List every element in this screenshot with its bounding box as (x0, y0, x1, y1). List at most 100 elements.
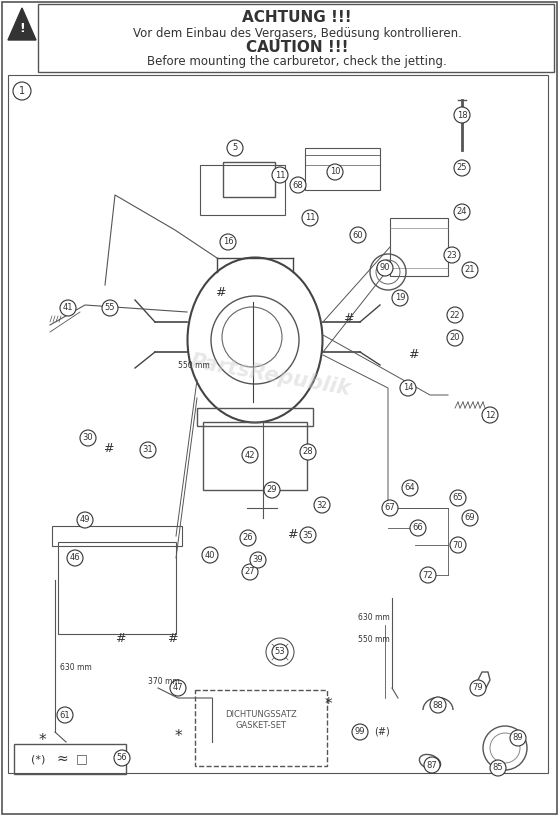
Circle shape (454, 107, 470, 123)
Text: #: # (103, 441, 113, 455)
Text: 69: 69 (465, 513, 475, 522)
Text: □: □ (76, 752, 88, 765)
Circle shape (447, 330, 463, 346)
Text: 42: 42 (245, 450, 255, 459)
Circle shape (424, 757, 440, 773)
Circle shape (102, 300, 118, 316)
Bar (38, 4, 554, 72)
Bar (14, 744, 126, 774)
Circle shape (80, 430, 96, 446)
Circle shape (470, 680, 486, 696)
Text: 23: 23 (447, 251, 457, 259)
Circle shape (400, 380, 416, 396)
Text: 32: 32 (317, 500, 328, 509)
Text: 67: 67 (385, 503, 395, 512)
Text: 35: 35 (302, 530, 313, 539)
Circle shape (430, 697, 446, 713)
Circle shape (170, 680, 186, 696)
Circle shape (454, 204, 470, 220)
Circle shape (250, 552, 266, 568)
Text: 39: 39 (253, 556, 263, 565)
Circle shape (377, 260, 393, 276)
Circle shape (392, 290, 408, 306)
Circle shape (314, 497, 330, 513)
Circle shape (302, 210, 318, 226)
Text: 550 mm: 550 mm (358, 636, 390, 645)
Text: #: # (215, 286, 225, 299)
Text: 70: 70 (453, 540, 463, 549)
Text: #: # (167, 632, 177, 645)
Circle shape (462, 510, 478, 526)
Circle shape (462, 262, 478, 278)
Circle shape (290, 177, 306, 193)
Circle shape (264, 482, 280, 498)
Text: Before mounting the carburetor, check the jetting.: Before mounting the carburetor, check th… (147, 55, 447, 69)
Text: 47: 47 (173, 684, 183, 693)
Text: 19: 19 (395, 294, 405, 303)
Text: DICHTUNGSSATZ
GASKET-SET: DICHTUNGSSATZ GASKET-SET (225, 710, 297, 730)
Bar (305, 148, 380, 190)
Text: 29: 29 (267, 486, 277, 494)
Circle shape (444, 247, 460, 263)
Circle shape (300, 527, 316, 543)
Text: 28: 28 (302, 447, 313, 456)
Text: 72: 72 (423, 570, 433, 579)
Text: 31: 31 (143, 446, 153, 455)
Text: Vor dem Einbau des Vergasers, Bedüsung kontrollieren.: Vor dem Einbau des Vergasers, Bedüsung k… (132, 28, 461, 41)
Text: 11: 11 (275, 171, 285, 180)
Text: 90: 90 (380, 264, 390, 273)
Circle shape (382, 500, 398, 516)
Circle shape (140, 442, 156, 458)
Circle shape (350, 227, 366, 243)
Text: 370 mm: 370 mm (148, 677, 180, 686)
Text: 630 mm: 630 mm (358, 614, 390, 623)
Text: 14: 14 (402, 384, 413, 392)
Circle shape (242, 564, 258, 580)
Circle shape (490, 760, 506, 776)
Text: 55: 55 (105, 304, 115, 313)
Circle shape (300, 444, 316, 460)
Text: 27: 27 (245, 567, 255, 576)
Text: 61: 61 (60, 711, 70, 720)
Polygon shape (8, 8, 36, 40)
Circle shape (227, 140, 243, 156)
Circle shape (454, 160, 470, 176)
Text: 40: 40 (205, 551, 215, 560)
Circle shape (352, 724, 368, 740)
Circle shape (67, 550, 83, 566)
Bar (390, 218, 448, 276)
Text: 1: 1 (19, 86, 25, 96)
Text: 21: 21 (465, 265, 475, 274)
Text: 18: 18 (457, 110, 467, 119)
Text: ≈: ≈ (56, 752, 68, 766)
Circle shape (60, 300, 76, 316)
Text: *: * (324, 698, 332, 712)
Text: 60: 60 (353, 230, 363, 240)
Text: (*): (*) (31, 754, 45, 764)
Text: PartsRepublik: PartsRepublik (188, 351, 352, 399)
Text: #: # (287, 529, 297, 542)
Text: 87: 87 (427, 761, 437, 769)
Text: 88: 88 (433, 700, 443, 709)
Bar (195, 690, 327, 766)
Text: 79: 79 (473, 684, 484, 693)
Text: 12: 12 (485, 410, 495, 419)
Text: 550 mm: 550 mm (178, 361, 210, 370)
Bar (197, 408, 313, 426)
Bar (8, 75, 548, 773)
Text: ACHTUNG !!!: ACHTUNG !!! (242, 11, 352, 25)
Text: 22: 22 (450, 311, 460, 320)
Text: 66: 66 (413, 524, 423, 533)
Text: #: # (115, 632, 125, 645)
Circle shape (220, 234, 236, 250)
Text: CAUTION !!!: CAUTION !!! (246, 41, 348, 55)
Circle shape (510, 730, 526, 746)
Circle shape (272, 167, 288, 183)
Text: 26: 26 (243, 534, 253, 543)
Circle shape (240, 530, 256, 546)
Text: #: # (408, 348, 418, 361)
Text: 5: 5 (233, 144, 238, 153)
Circle shape (450, 490, 466, 506)
Bar (223, 162, 275, 197)
Circle shape (482, 407, 498, 423)
